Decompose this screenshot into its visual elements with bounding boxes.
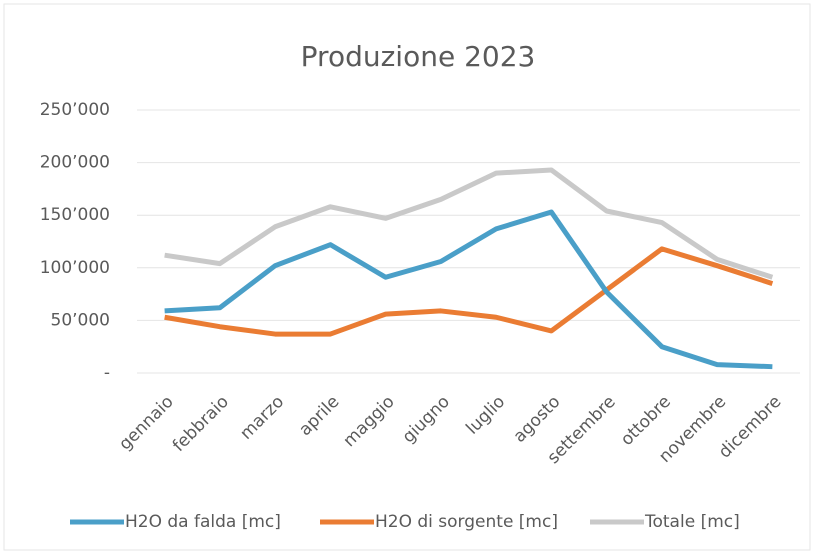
x-tick-label: gennaio (115, 392, 177, 454)
x-tick-label: febbraio (169, 392, 233, 456)
legend-label: H2O da falda [mc] (125, 512, 281, 532)
y-tick-label: 100’000 (40, 258, 110, 278)
x-tick-label: aprile (295, 392, 343, 440)
y-tick-label: 150’000 (40, 205, 110, 225)
x-tick-label: giugno (399, 392, 454, 447)
y-tick-label: 200’000 (40, 153, 110, 173)
chart-title: Produzione 2023 (301, 40, 536, 73)
chart-border (3, 3, 811, 551)
series-line (164, 167, 774, 280)
x-tick-label: agosto (510, 392, 565, 447)
y-tick-label: 50’000 (51, 310, 110, 330)
y-tick-label: 250’000 (40, 100, 110, 120)
series-line (164, 246, 774, 337)
y-tick-label: - (104, 363, 110, 383)
x-tick-label: luglio (462, 392, 509, 439)
series-line (164, 209, 773, 370)
x-tick-label: maggio (340, 392, 399, 451)
x-tick-label: marzo (236, 392, 288, 444)
legend-label: Totale [mc] (644, 512, 740, 532)
legend-label: H2O di sorgente [mc] (375, 512, 558, 532)
